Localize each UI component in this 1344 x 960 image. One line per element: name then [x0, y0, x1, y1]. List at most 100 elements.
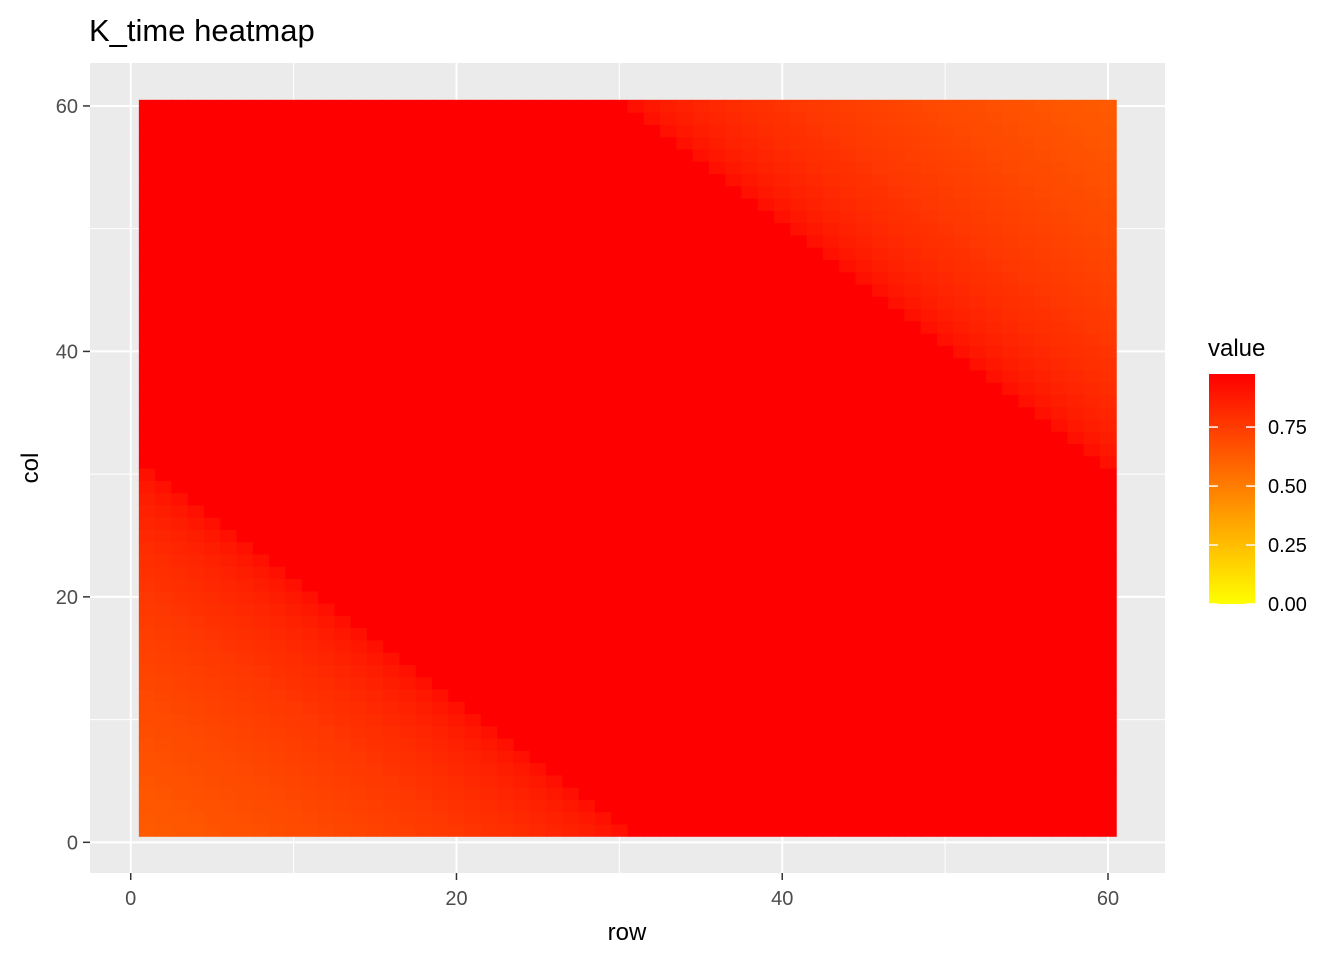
heatmap-cell [985, 382, 1003, 395]
heatmap-cell [285, 676, 303, 690]
heatmap-cell [138, 738, 156, 751]
heatmap-cell [774, 713, 791, 727]
heatmap-cell [578, 823, 596, 837]
heatmap-cell [432, 492, 449, 506]
heatmap-cell [513, 308, 531, 322]
heatmap-cell [611, 345, 629, 359]
heatmap-cell [627, 468, 645, 481]
heatmap-cell [855, 615, 873, 629]
heatmap-cell [904, 369, 922, 383]
heatmap-cell [953, 615, 971, 629]
heatmap-cell [790, 455, 808, 469]
heatmap-cell [627, 345, 645, 359]
heatmap-cell [757, 234, 775, 248]
heatmap-cell [611, 492, 629, 506]
heatmap-cell [513, 615, 531, 629]
heatmap-cell [790, 185, 808, 199]
heatmap-cell [904, 345, 922, 359]
heatmap-cell [301, 578, 319, 592]
heatmap-cell [562, 517, 580, 530]
heatmap-cell [1018, 725, 1036, 739]
heatmap-cell [676, 799, 694, 813]
heatmap-cell [497, 333, 515, 346]
heatmap-cell [741, 811, 759, 825]
heatmap-cell [985, 566, 1003, 580]
heatmap-cell [1083, 688, 1101, 702]
heatmap-cell [155, 136, 173, 150]
heatmap-cell [301, 210, 319, 224]
heatmap-cell [334, 198, 352, 211]
heatmap-cell [480, 259, 498, 273]
heatmap-cell [480, 468, 498, 481]
heatmap-cell [513, 529, 531, 543]
heatmap-cell [464, 566, 482, 580]
heatmap-cell [790, 615, 808, 629]
heatmap-cell [708, 296, 726, 310]
heatmap-cell [448, 553, 466, 567]
heatmap-cell [627, 382, 645, 395]
heatmap-cell [774, 185, 791, 199]
heatmap-cell [269, 357, 287, 371]
heatmap-cell [220, 480, 238, 494]
heatmap-cell [1067, 455, 1085, 469]
heatmap-cell [1050, 345, 1068, 359]
heatmap-cell [578, 259, 596, 273]
heatmap-cell [660, 811, 677, 825]
heatmap-cell [969, 308, 987, 322]
heatmap-cell [871, 468, 889, 481]
heatmap-cell [1067, 553, 1085, 567]
heatmap-cell [594, 99, 612, 113]
heatmap-cell [920, 762, 938, 776]
heatmap-cell [318, 455, 335, 469]
heatmap-cell [660, 688, 677, 702]
heatmap-cell [318, 676, 335, 690]
heatmap-cell [1099, 345, 1117, 359]
heatmap-cell [1067, 333, 1085, 346]
heatmap-cell [497, 148, 515, 162]
heatmap-cell [448, 615, 466, 629]
heatmap-cell [562, 553, 580, 567]
heatmap-cell [611, 504, 629, 518]
heatmap-cell [1002, 603, 1020, 616]
heatmap-cell [138, 247, 156, 260]
heatmap-cell [774, 492, 791, 506]
heatmap-cell [236, 247, 254, 260]
heatmap-cell [562, 529, 580, 543]
heatmap-cell [953, 823, 971, 837]
heatmap-cell [334, 308, 352, 322]
heatmap-cell [790, 590, 808, 604]
heatmap-cell [350, 259, 368, 273]
heatmap-cell [138, 492, 156, 506]
heatmap-cell [920, 652, 938, 665]
heatmap-cell [318, 369, 335, 383]
heatmap-cell [155, 566, 173, 580]
heatmap-cell [953, 529, 971, 543]
heatmap-cell [497, 762, 515, 776]
heatmap-cell [871, 823, 889, 837]
heatmap-cell [1099, 676, 1117, 690]
heatmap-cell [676, 333, 694, 346]
heatmap-cell [562, 320, 580, 334]
heatmap-cell [529, 418, 547, 432]
heatmap-cell [269, 271, 287, 285]
heatmap-cell [448, 222, 466, 236]
heatmap-cell [220, 234, 238, 248]
heatmap-cell [285, 823, 303, 837]
heatmap-cell [806, 541, 824, 555]
heatmap-cell [839, 799, 857, 813]
heatmap-cell [969, 99, 987, 113]
heatmap-cell [871, 652, 889, 665]
heatmap-cell [318, 124, 335, 138]
heatmap-cell [155, 578, 173, 592]
heatmap-cell [725, 480, 743, 494]
heatmap-cell [692, 161, 710, 175]
heatmap-cell [676, 357, 694, 371]
heatmap-cell [888, 394, 905, 408]
heatmap-cell [627, 210, 645, 224]
heatmap-cell [985, 99, 1003, 113]
heatmap-cell [822, 234, 840, 248]
heatmap-cell [774, 234, 791, 248]
heatmap-cell [415, 676, 433, 690]
heatmap-cell [464, 296, 482, 310]
heatmap-cell [366, 222, 384, 236]
